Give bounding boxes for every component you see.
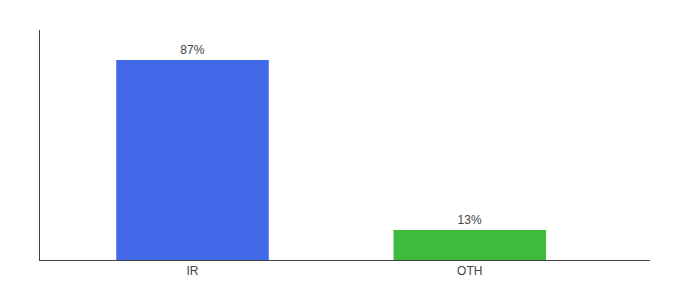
svg-text:IR: IR xyxy=(187,264,199,278)
svg-text:OTH: OTH xyxy=(457,264,482,278)
svg-text:87%: 87% xyxy=(180,43,204,57)
svg-text:13%: 13% xyxy=(458,213,482,227)
